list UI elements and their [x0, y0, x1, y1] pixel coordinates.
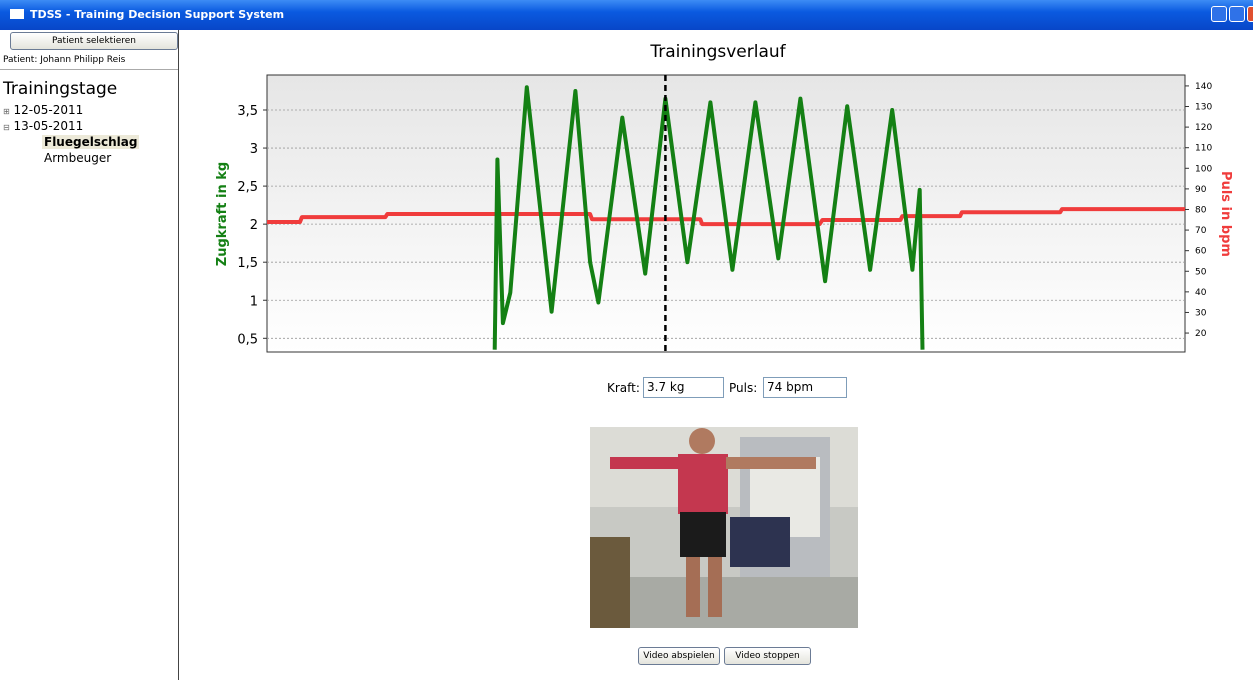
exercise-item[interactable]: Fluegelschlag	[42, 135, 139, 149]
y2-tick-label: 80	[1195, 205, 1207, 215]
sidebar: Patient selektieren Patient: Johann Phil…	[0, 30, 179, 680]
minimize-button[interactable]	[1211, 6, 1227, 22]
pulse-field[interactable]: 74 bpm	[763, 377, 847, 398]
tree-node[interactable]: ⊟ 13-05-2011	[3, 119, 83, 133]
video-frame	[590, 427, 858, 628]
app-window: TDSS - Training Decision Support System …	[0, 0, 1253, 680]
separator	[0, 69, 178, 70]
y2-tick-label: 70	[1195, 226, 1207, 236]
close-button[interactable]	[1247, 6, 1253, 22]
day-label[interactable]: 12-05-2011	[14, 103, 84, 117]
day-label[interactable]: 13-05-2011	[14, 119, 84, 133]
y2-tick-label: 110	[1195, 144, 1212, 154]
expander[interactable]: ⊟	[3, 123, 10, 132]
y2-tick-label: 40	[1195, 288, 1207, 298]
window-title: TDSS - Training Decision Support System	[30, 8, 284, 21]
y-tick-label: 1,5	[237, 256, 258, 271]
app-icon	[10, 9, 24, 19]
y2-tick-label: 140	[1195, 82, 1212, 92]
exercise-item[interactable]: Armbeuger	[44, 151, 111, 165]
y-tick-label: 0,5	[237, 332, 258, 347]
y2-tick-label: 20	[1195, 329, 1207, 339]
y2-tick-label: 100	[1195, 164, 1212, 174]
patient-label: Patient: Johann Philipp Reis	[3, 55, 125, 65]
maximize-button[interactable]	[1229, 6, 1245, 22]
title-bar: TDSS - Training Decision Support System	[0, 0, 1253, 30]
y2-tick-label: 60	[1195, 247, 1207, 257]
y-tick-label: 3,5	[237, 104, 258, 119]
tree-title: Trainingstage	[3, 79, 117, 99]
y-tick-label: 3	[250, 142, 258, 157]
tree-node[interactable]: ⊞ 12-05-2011	[3, 103, 83, 117]
force-field[interactable]: 3.7 kg	[643, 377, 724, 398]
select-patient-button[interactable]: Patient selektieren	[10, 32, 178, 50]
chart: Trainingsverlauf Zugkraft in kg Puls in …	[180, 30, 1253, 375]
y2-tick-label: 130	[1195, 103, 1212, 113]
y-tick-label: 2,5	[237, 180, 258, 195]
play-video-button[interactable]: Video abspielen	[638, 647, 720, 665]
y2-tick-label: 120	[1195, 123, 1212, 133]
y2-tick-label: 90	[1195, 185, 1207, 195]
pulse-label: Puls:	[729, 381, 757, 395]
y2-tick-label: 30	[1195, 308, 1207, 318]
y-tick-label: 1	[250, 294, 258, 309]
y-axis-label: Zugkraft in kg	[215, 162, 230, 266]
force-label: Kraft:	[607, 381, 640, 395]
chart-title: Trainingsverlauf	[649, 42, 786, 62]
y-tick-label: 2	[250, 218, 258, 233]
y2-axis-label: Puls in bpm	[1218, 171, 1233, 257]
y2-tick-label: 50	[1195, 267, 1207, 277]
stop-video-button[interactable]: Video stoppen	[724, 647, 811, 665]
expander[interactable]: ⊞	[3, 107, 10, 116]
